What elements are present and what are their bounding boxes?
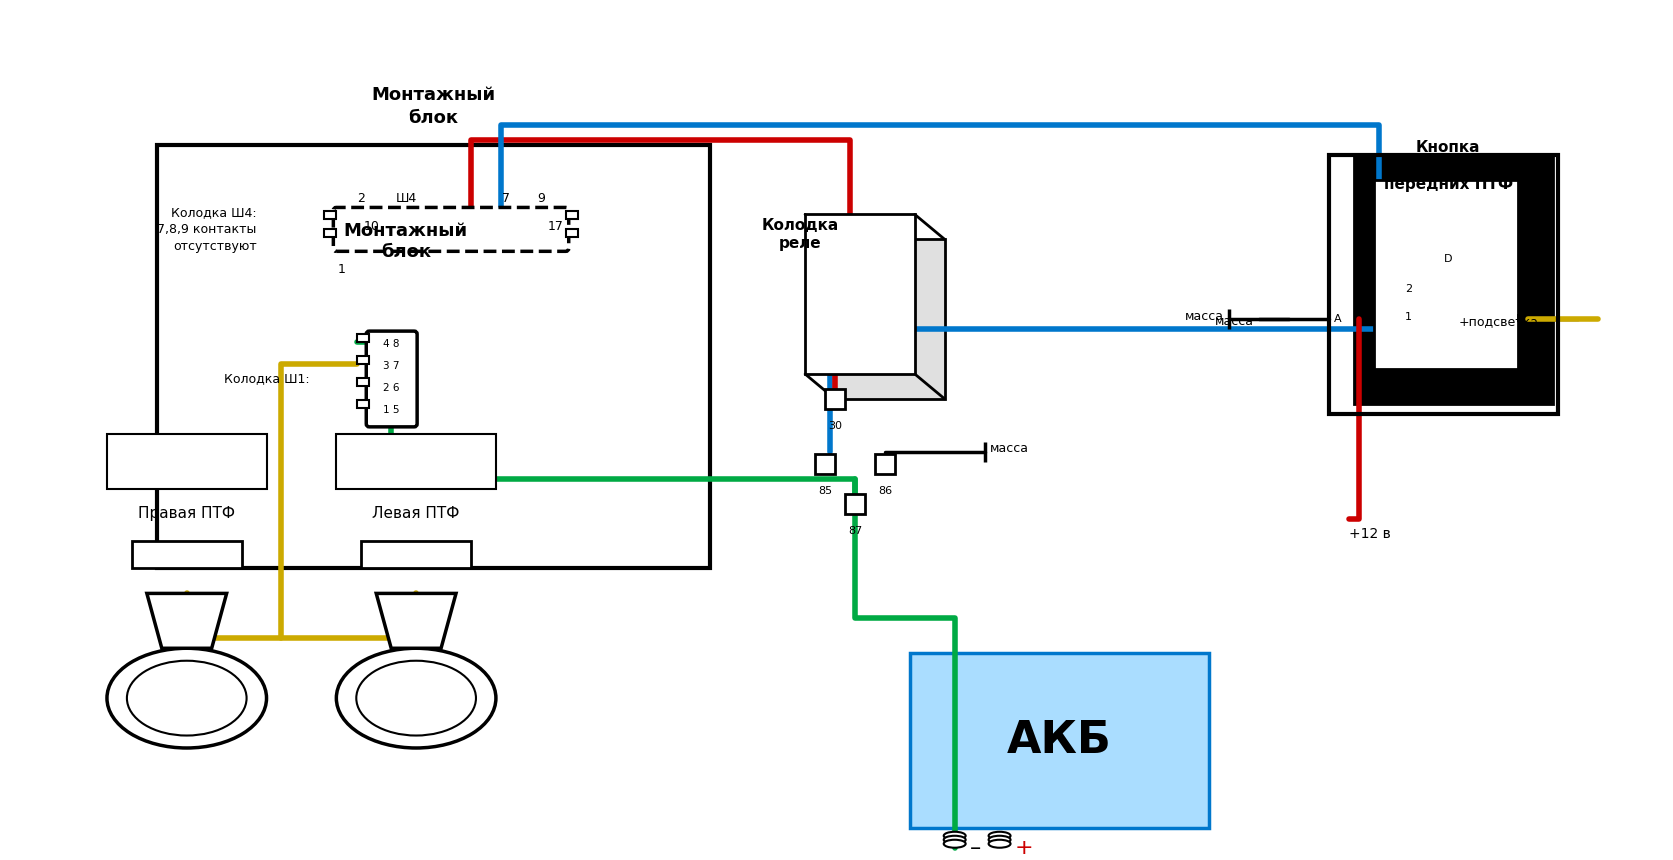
Text: масса: масса xyxy=(1184,310,1223,322)
Text: АКБ: АКБ xyxy=(1007,718,1111,761)
Ellipse shape xyxy=(356,660,475,735)
Polygon shape xyxy=(147,593,226,648)
Text: 7: 7 xyxy=(502,193,510,206)
Bar xyxy=(356,356,370,364)
Bar xyxy=(1374,180,1517,369)
Text: A: A xyxy=(1333,314,1340,324)
Bar xyxy=(875,454,895,474)
Ellipse shape xyxy=(944,832,965,839)
Bar xyxy=(356,378,370,386)
Text: 10: 10 xyxy=(363,220,380,233)
Ellipse shape xyxy=(944,836,965,844)
Text: +подсветка: +подсветка xyxy=(1457,315,1537,328)
Text: Монтажный
блок: Монтажный блок xyxy=(371,87,495,126)
Text: 86: 86 xyxy=(877,486,892,495)
Text: D: D xyxy=(1444,255,1452,264)
Ellipse shape xyxy=(336,648,495,748)
Text: масса: масса xyxy=(1215,315,1253,328)
Bar xyxy=(107,433,266,488)
Text: 9: 9 xyxy=(537,193,544,206)
Ellipse shape xyxy=(989,836,1010,844)
Text: 17: 17 xyxy=(547,220,564,233)
FancyBboxPatch shape xyxy=(333,207,569,251)
Text: Правая ПТФ: Правая ПТФ xyxy=(139,507,236,521)
Text: 1: 1 xyxy=(1404,312,1410,322)
Text: B: B xyxy=(1514,314,1522,324)
Text: –: – xyxy=(969,838,980,857)
Ellipse shape xyxy=(944,839,965,848)
Text: Колодка
реле: Колодка реле xyxy=(761,218,838,250)
Text: +: + xyxy=(1014,838,1032,857)
Text: Колодка Ш4:
7,8,9 контакты
отсутствуют: Колодка Ш4: 7,8,9 контакты отсутствуют xyxy=(157,206,256,253)
Text: 2: 2 xyxy=(356,193,365,206)
Bar xyxy=(835,239,944,399)
Text: 85: 85 xyxy=(818,486,831,495)
Bar xyxy=(1353,155,1553,404)
Text: 30: 30 xyxy=(828,421,842,431)
Text: масса: масса xyxy=(989,442,1027,455)
Text: Кнопка
включения
передних ПТФ: Кнопка включения передних ПТФ xyxy=(1384,139,1512,192)
Bar xyxy=(825,389,845,408)
Text: 1: 1 xyxy=(338,263,345,276)
Bar xyxy=(805,214,913,374)
Bar xyxy=(325,230,336,237)
Text: 2: 2 xyxy=(1404,284,1412,294)
Text: Колодка Ш1:: Колодка Ш1: xyxy=(224,372,310,385)
Bar xyxy=(908,654,1208,828)
Ellipse shape xyxy=(989,839,1010,848)
Text: 2 6: 2 6 xyxy=(383,383,400,393)
Text: +12 в: +12 в xyxy=(1348,526,1390,541)
Text: 3 7: 3 7 xyxy=(383,361,400,371)
Bar xyxy=(361,541,470,568)
Ellipse shape xyxy=(127,660,246,735)
Text: 4 8: 4 8 xyxy=(383,339,400,349)
Bar xyxy=(565,230,577,237)
Bar xyxy=(132,541,241,568)
Bar xyxy=(845,494,865,513)
Text: Монтажный
блок: Монтажный блок xyxy=(343,223,468,261)
Polygon shape xyxy=(376,593,455,648)
Text: 1 5: 1 5 xyxy=(383,405,400,415)
Bar xyxy=(815,454,835,474)
Bar xyxy=(325,212,336,219)
FancyBboxPatch shape xyxy=(366,331,417,427)
Ellipse shape xyxy=(989,832,1010,839)
Bar xyxy=(356,400,370,408)
Bar xyxy=(336,433,495,488)
Bar xyxy=(157,144,709,568)
Bar xyxy=(356,334,370,342)
Bar xyxy=(565,212,577,219)
Text: 87: 87 xyxy=(847,525,862,536)
Text: Ш4: Ш4 xyxy=(395,193,417,206)
Text: Левая ПТФ: Левая ПТФ xyxy=(371,507,460,521)
Ellipse shape xyxy=(107,648,266,748)
